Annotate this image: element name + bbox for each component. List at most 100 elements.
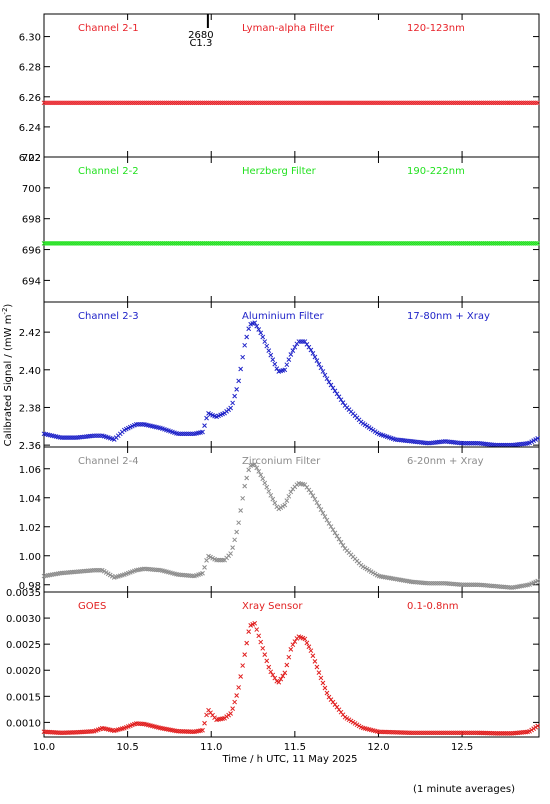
data-point — [240, 354, 246, 360]
data-point — [324, 690, 330, 696]
data-point — [318, 507, 324, 512]
data-point — [258, 472, 264, 478]
y-axis-title-close: ) — [3, 304, 14, 308]
band-label: 17-80nm + Xray — [407, 311, 490, 322]
data-point — [230, 400, 235, 406]
data-point — [535, 723, 541, 729]
data-point — [258, 639, 264, 645]
channel-label: Channel 2-1 — [78, 23, 139, 34]
data-point — [322, 514, 328, 519]
data-point — [320, 510, 326, 516]
data-point — [286, 654, 292, 660]
y-tick-label: 0.0030 — [6, 614, 41, 625]
data-point — [204, 712, 209, 718]
data-point — [264, 658, 270, 664]
data-point — [288, 647, 294, 652]
data-point — [306, 644, 312, 650]
data-point — [266, 348, 272, 353]
data-point — [334, 533, 340, 539]
data-point — [310, 653, 316, 659]
channel-label: Channel 2-3 — [78, 311, 139, 322]
data-point — [338, 539, 344, 545]
data-point — [242, 483, 248, 489]
data-point — [262, 339, 268, 344]
data-point — [264, 484, 270, 490]
data-point — [286, 357, 292, 362]
data-point — [228, 551, 233, 556]
band-label: 190-222nm — [407, 166, 465, 177]
data-point — [290, 642, 296, 648]
data-point — [252, 320, 258, 326]
data-point — [236, 685, 242, 690]
data-point — [272, 500, 278, 506]
data-point — [244, 640, 250, 646]
data-point — [244, 334, 250, 340]
data-point — [230, 706, 235, 711]
data-point — [316, 670, 322, 675]
data-point — [230, 545, 235, 550]
data-point — [316, 361, 322, 367]
filter-label: Xray Sensor — [242, 601, 303, 612]
x-tick-label: 11.5 — [284, 742, 306, 753]
y-tick-label: 1.02 — [19, 523, 41, 534]
data-point — [308, 347, 314, 353]
y-tick-label: 1.00 — [19, 552, 41, 563]
data-point — [328, 524, 334, 529]
y-tick-label: 2.38 — [19, 403, 41, 414]
data-point — [535, 100, 541, 106]
data-point — [238, 366, 244, 372]
data-point — [246, 629, 252, 634]
data-point — [202, 720, 207, 726]
y-tick-label: 6.28 — [19, 63, 41, 74]
data-point — [234, 693, 240, 698]
x-tick-label: 12.0 — [367, 742, 389, 753]
data-point — [304, 342, 310, 347]
panel-frame-4 — [43, 446, 540, 593]
data-point — [286, 493, 292, 499]
data-point — [246, 326, 252, 332]
y-axis-title-text: Calibrated Signal / (mW m — [3, 315, 14, 447]
data-point — [535, 578, 541, 584]
data-point — [338, 397, 344, 403]
band-label: 0.1-0.8nm — [407, 601, 459, 612]
data-point — [288, 352, 294, 357]
data-point — [282, 502, 288, 508]
data-point — [284, 662, 290, 668]
y-tick-label: 694 — [22, 276, 41, 287]
data-point — [280, 673, 286, 679]
data-point — [330, 527, 336, 533]
data-point — [232, 699, 237, 705]
data-point — [318, 675, 324, 681]
x-tick-label: 10.0 — [33, 742, 55, 753]
data-point — [334, 391, 340, 397]
data-point — [330, 385, 336, 391]
data-point — [268, 669, 274, 675]
data-point — [264, 343, 270, 349]
data-point — [282, 670, 288, 676]
data-point — [258, 330, 264, 336]
data-point — [260, 334, 266, 340]
y-tick-label: 6.22 — [19, 153, 41, 164]
data-point — [306, 344, 312, 350]
data-point — [236, 520, 242, 526]
band-label: 6-20nm + Xray — [407, 456, 484, 467]
data-point — [234, 387, 240, 392]
data-point — [260, 645, 266, 651]
data-point — [310, 493, 316, 499]
data-point — [322, 372, 328, 378]
filter-label: Lyman-alpha Filter — [242, 23, 335, 34]
data-point — [272, 361, 278, 367]
data-point — [336, 394, 342, 400]
y-tick-label: 1.04 — [19, 494, 41, 505]
y-axis-title: Calibrated Signal / (mW m-2) — [1, 304, 14, 447]
data-point — [302, 636, 308, 642]
y-tick-label: 1.06 — [19, 465, 41, 476]
data-point — [204, 558, 209, 563]
data-point — [535, 241, 541, 246]
data-point — [314, 664, 320, 670]
data-point — [262, 652, 268, 657]
data-point — [274, 366, 280, 372]
data-point — [278, 676, 284, 682]
data-point — [236, 378, 242, 384]
